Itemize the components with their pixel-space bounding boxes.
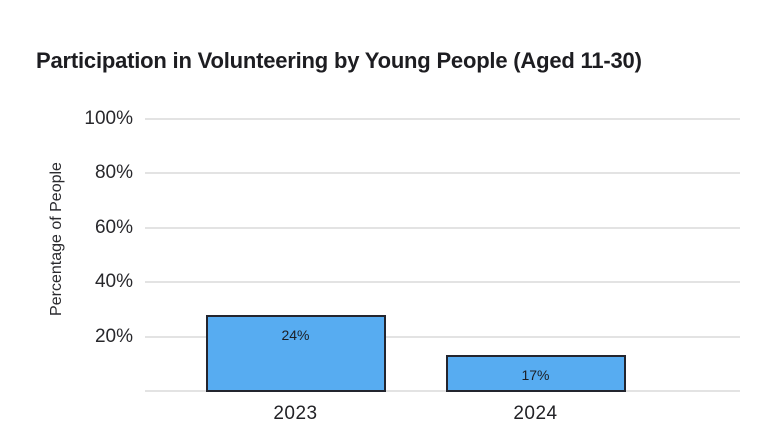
bar-2024: 17%: [445, 355, 626, 392]
bar-value-label: 24%: [281, 327, 310, 344]
gridline: [145, 226, 740, 229]
gridline: [145, 281, 740, 284]
gridline: [145, 335, 740, 338]
gridline: [145, 172, 740, 175]
y-tick-label: 60%: [94, 216, 133, 238]
bar-2023: 24%: [205, 315, 386, 392]
chart-title: Participation in Volunteering by Young P…: [36, 48, 642, 73]
y-tick-label: 80%: [94, 162, 133, 184]
gridline: [145, 390, 740, 392]
gridline: [145, 118, 740, 120]
y-tick-label: 20%: [94, 325, 133, 347]
bar-value-label: 17%: [521, 367, 550, 384]
y-tick-label: 40%: [94, 271, 133, 293]
x-tick-label: 2023: [273, 403, 318, 424]
y-tick-label: 100%: [84, 108, 133, 129]
x-tick-label: 2024: [513, 403, 558, 424]
